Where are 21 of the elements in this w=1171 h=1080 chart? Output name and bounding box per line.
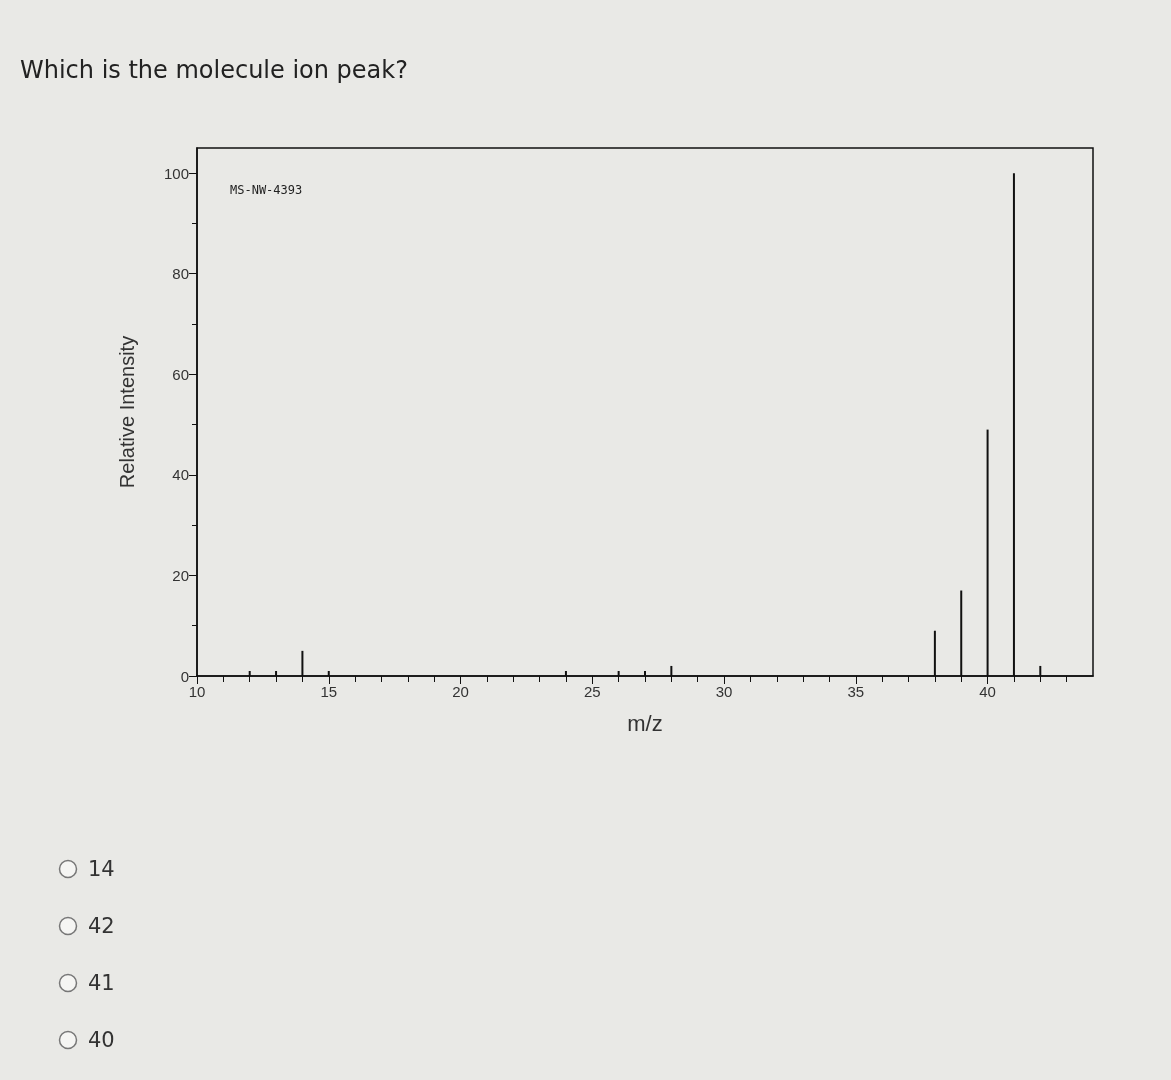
x-axis-title: m/z <box>627 710 663 736</box>
annotation: MS-NW-4393 <box>230 183 303 197</box>
y-tick-label: 0 <box>180 667 189 685</box>
text: 40 <box>88 1027 115 1052</box>
x-tick-label: 15 <box>320 683 338 700</box>
y-tick-label: 80 <box>172 265 189 283</box>
x-tick-label: 25 <box>583 683 601 700</box>
x-tick-label: 30 <box>715 683 733 700</box>
text: 14 <box>88 856 115 881</box>
y-tick-label: 100 <box>163 164 189 182</box>
y-tick-label: 40 <box>172 466 189 484</box>
text: 41 <box>88 970 115 995</box>
y-tick-label: 20 <box>172 566 189 584</box>
text: 42 <box>88 913 115 938</box>
y-tick-label: 60 <box>172 365 189 383</box>
x-tick-label: 10 <box>188 683 206 700</box>
x-tick-label: 40 <box>979 683 996 700</box>
x-tick-label: 35 <box>847 683 865 700</box>
y-axis-title: Relative Intensity <box>116 335 138 489</box>
x-tick-label: 20 <box>452 683 469 700</box>
chart-title: Which is the molecule ion peak? <box>20 56 408 84</box>
